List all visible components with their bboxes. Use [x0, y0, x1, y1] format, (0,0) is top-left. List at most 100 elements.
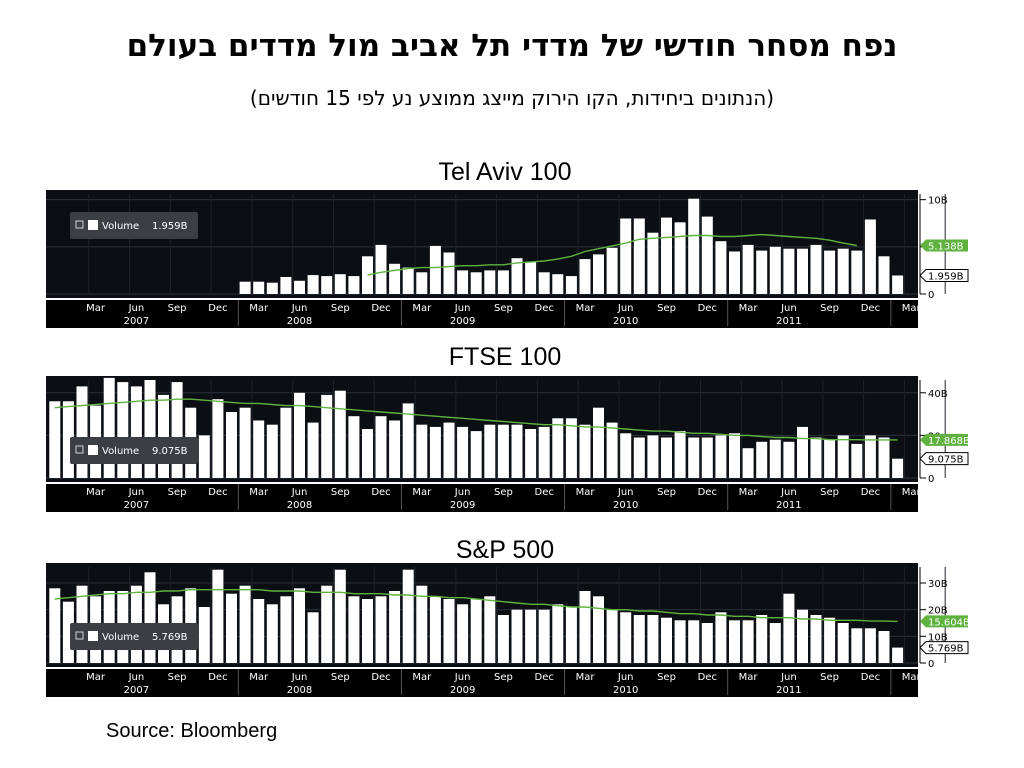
last-tag-shape	[919, 452, 969, 466]
x-tick-label: Sep	[168, 487, 187, 498]
volume-bar	[334, 390, 346, 478]
volume-bar	[144, 572, 156, 663]
volume-bar	[484, 596, 496, 663]
volume-bar	[239, 281, 251, 294]
legend: Volume 5.769B	[70, 623, 198, 650]
volume-bar	[633, 437, 645, 478]
volume-bar	[525, 429, 537, 478]
volume-bar	[212, 569, 224, 663]
volume-bar	[552, 604, 564, 663]
legend-value: 5.769B	[152, 632, 188, 643]
volume-bar	[280, 596, 292, 663]
volume-bar	[443, 252, 455, 294]
x-tick-label: Mar	[739, 672, 759, 683]
volume-bar	[62, 401, 74, 478]
volume-bar	[429, 245, 441, 294]
x-year-label: 2009	[450, 500, 475, 511]
legend-label: Volume	[102, 446, 139, 457]
legend-label: Volume	[102, 221, 139, 232]
volume-bar	[538, 609, 550, 663]
volume-bar	[62, 601, 74, 663]
last-value-tag: 1.959B	[919, 269, 969, 283]
volume-bar	[783, 441, 795, 478]
x-tick-label: Jun	[780, 487, 797, 498]
volume-bar	[389, 591, 401, 663]
volume-bar	[715, 241, 727, 294]
volume-bar	[606, 247, 618, 294]
volume-bar	[701, 623, 713, 663]
volume-bar	[443, 599, 455, 663]
volume-bar	[294, 588, 305, 663]
volume-bar	[878, 256, 890, 294]
y-tick-label: 0	[928, 290, 934, 301]
volume-bar	[280, 277, 292, 294]
volume-bar	[538, 426, 550, 478]
x-tick-label: Dec	[698, 303, 717, 314]
volume-bar	[348, 416, 360, 478]
volume-bar	[674, 431, 686, 478]
last-tag-label: 9.075B	[928, 455, 964, 466]
last-value-tag: 9.075B	[919, 452, 969, 466]
x-tick-label: Mar	[249, 303, 269, 314]
x-tick-label: Jun	[454, 303, 471, 314]
x-tick-label: Sep	[657, 303, 676, 314]
volume-bar	[892, 458, 904, 478]
x-tick-label: Mar	[249, 487, 269, 498]
legend-value: 9.075B	[152, 446, 188, 457]
x-year-label: 2007	[124, 316, 149, 327]
x-tick-label: Jun	[454, 672, 471, 683]
volume-bar	[552, 418, 564, 478]
volume-bar	[633, 615, 645, 663]
x-tick-label: Sep	[820, 672, 839, 683]
volume-bar	[511, 609, 523, 663]
x-tick-label: Mar	[86, 303, 106, 314]
volume-bar	[661, 217, 672, 294]
volume-bar	[389, 420, 401, 478]
volume-bar	[756, 441, 768, 478]
x-tick-label: Mar	[902, 487, 922, 498]
volume-bar	[280, 407, 292, 478]
x-year-label: 2007	[124, 685, 149, 696]
x-tick-label: Mar	[576, 672, 596, 683]
legend-swatch	[88, 220, 98, 230]
x-tick-label: Jun	[780, 303, 797, 314]
x-year-label: 2012	[939, 685, 964, 696]
y-tick-label: 10B	[928, 196, 948, 207]
x-tick-label: Sep	[331, 487, 350, 498]
x-year-label: 2009	[450, 685, 475, 696]
volume-bar	[348, 276, 360, 294]
last-value-tag: 5.769B	[919, 641, 969, 655]
volume-bar	[198, 607, 210, 663]
x-tick-label: Sep	[331, 303, 350, 314]
volume-bar	[130, 386, 142, 478]
volume-bar	[362, 429, 373, 478]
volume-bar	[103, 377, 115, 478]
x-axis-band	[46, 669, 918, 697]
volume-bar	[688, 198, 700, 294]
chart-tel-aviv-100: Volume1.959B0510B5.138B1.959BMarJunSepDe…	[46, 190, 970, 336]
volume-bar	[647, 232, 659, 294]
volume-bar	[307, 422, 319, 478]
ma-value-tag: 5.138B	[920, 239, 968, 253]
volume-bar	[633, 218, 645, 294]
volume-bar	[837, 435, 849, 478]
x-year-label: 2007	[124, 500, 149, 511]
volume-bar	[266, 424, 278, 478]
volume-bar	[49, 401, 61, 478]
volume-bar	[647, 615, 659, 663]
page-title: נפח מסחר חודשי של מדדי תל אביב מול מדדים…	[126, 28, 898, 64]
volume-bar	[579, 259, 591, 294]
x-tick-label: Jun	[617, 303, 634, 314]
volume-bar	[674, 222, 686, 294]
volume-bar	[674, 620, 686, 663]
volume-bar	[117, 382, 129, 478]
volume-bar	[892, 647, 904, 663]
volume-bar	[701, 216, 713, 294]
x-year-label: 2011	[776, 685, 801, 696]
volume-bar	[742, 620, 754, 663]
volume-bar	[484, 424, 496, 478]
volume-bar	[416, 424, 428, 478]
x-axis-band	[46, 300, 918, 328]
volume-bar	[565, 607, 577, 663]
volume-bar	[76, 386, 88, 478]
